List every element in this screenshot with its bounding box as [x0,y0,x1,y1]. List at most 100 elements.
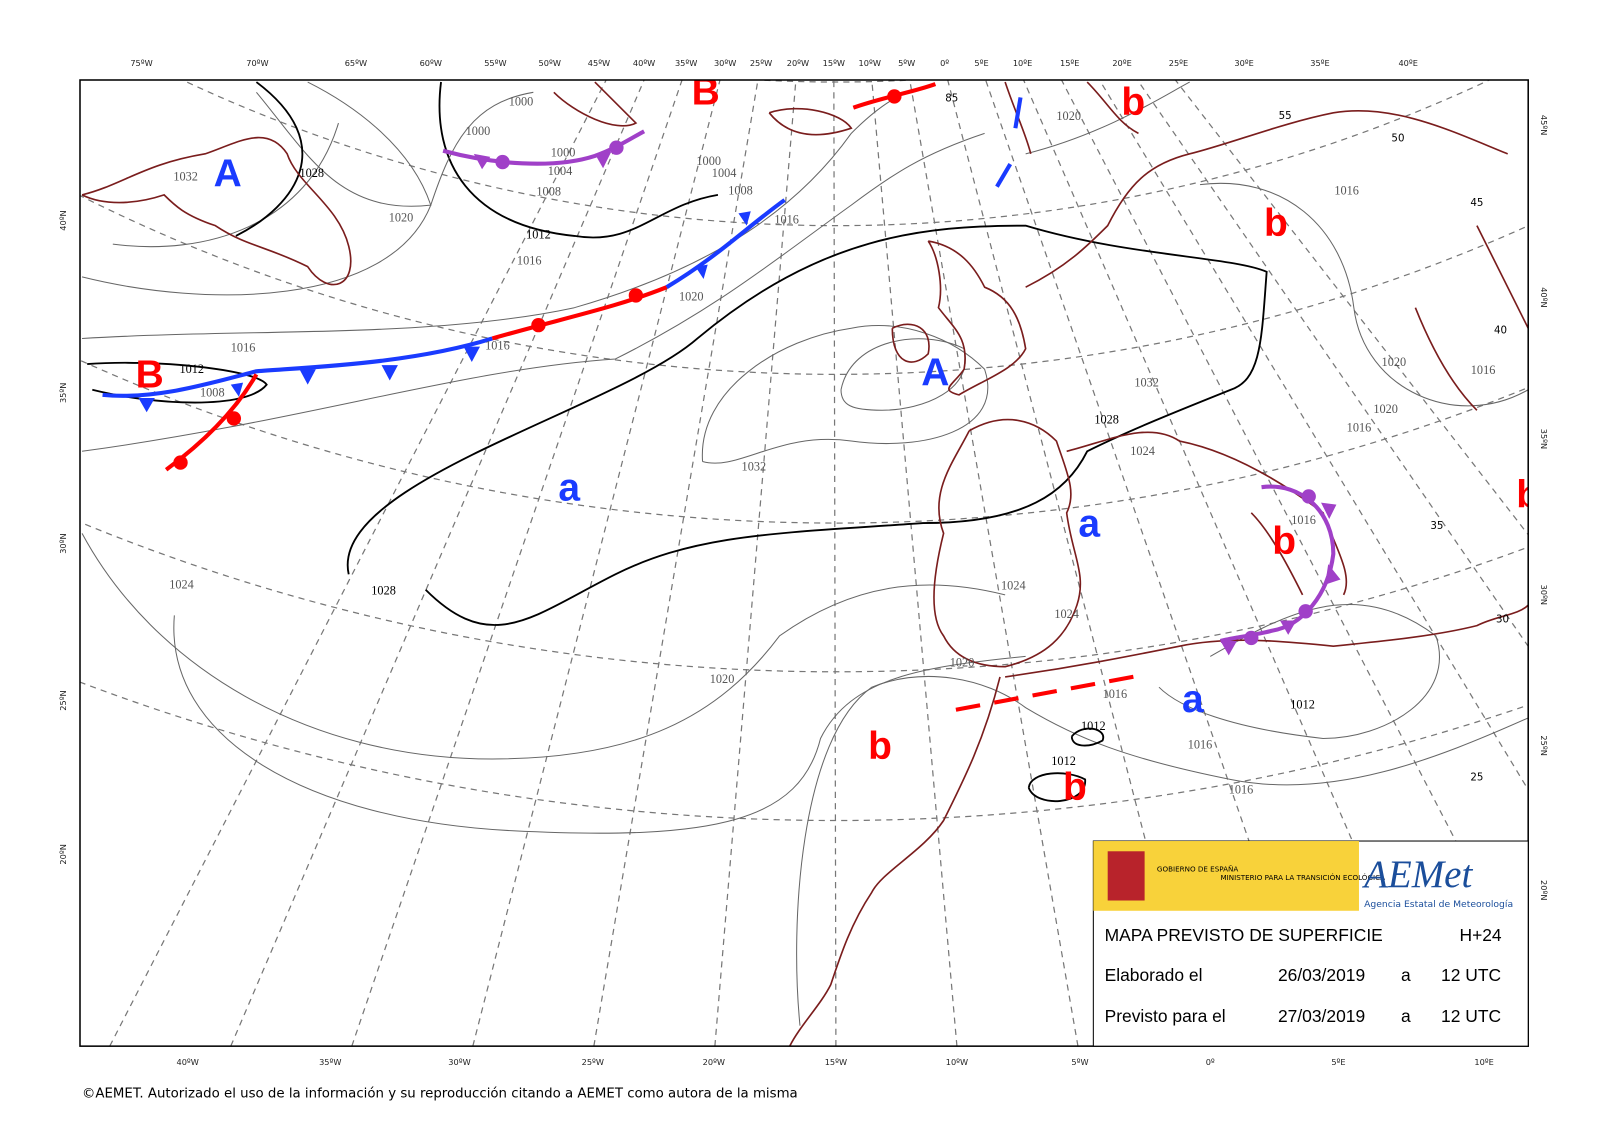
isobar-label: 1016 [485,338,510,352]
inner-latitude-label: 50 [1391,132,1404,144]
brand: AEMet [1361,853,1473,896]
isobar-label: 1016 [1334,184,1359,198]
left-latitude-label: 20ºN [58,844,68,864]
top-longitude-label: 10ºW [859,58,881,68]
isobar-label: 1016 [774,212,799,226]
pressure-center: A [921,352,949,395]
top-longitude-label: 60ºW [420,58,442,68]
isobar-label: 1020 [679,289,704,303]
info-cell: 26/03/2019 [1278,965,1365,985]
top-longitude-label: 30ºW [714,58,736,68]
isobar-label: 1012 [526,228,551,242]
meridian [230,80,645,1047]
pressure-center: B [136,354,164,397]
isobar-label: 1004 [548,164,573,178]
isobar-label: 1012 [179,362,204,376]
meridian [833,80,837,1047]
map-frame [79,79,1529,1047]
info-cell: 12 UTC [1441,1006,1501,1026]
pressure-center: a [1182,678,1204,721]
meridian [714,80,797,1047]
isobar-label: 1016 [1188,737,1213,751]
top-longitude-label: 0º [940,58,949,68]
meridian [947,80,1200,1047]
top-longitude-label: 55ºW [484,58,506,68]
isobar-label: 1024 [1001,578,1026,592]
top-longitude-label: 30ºE [1234,58,1253,68]
top-longitude-label: 70ºW [246,58,268,68]
parallel [80,520,1529,672]
info-cell: a [1401,1006,1411,1026]
isobar-label: 1020 [1373,402,1398,416]
parallel [182,80,1490,226]
isobar-label: 1020 [1056,109,1081,123]
isobar-label: 1016 [1291,513,1316,527]
top-longitude-label: 25ºE [1169,58,1188,68]
isobar-label: 1004 [712,166,737,180]
pressure-center: b [1516,474,1540,517]
inner-latitude-label: 30 [1496,613,1509,625]
isobar-label: 1000 [551,146,576,160]
right-latitude-label: 45ºN [1539,115,1549,135]
bottom-longitude-label: 5ºE [1331,1057,1345,1067]
isobar-label: 1024 [1054,607,1079,621]
bottom-longitude-label: 20ºW [703,1057,725,1067]
bottom-longitude-label: 25ºW [582,1057,604,1067]
isobar-label: 1000 [466,124,491,138]
meridian [109,80,607,1047]
meridian [909,80,1079,1047]
info-cell: 12 UTC [1441,965,1501,985]
info-cell: Previsto para el [1105,1006,1226,1026]
isobar-label: 1024 [169,577,194,591]
copyright: ©AEMET. Autorizado el uso de la informac… [82,1085,798,1101]
info-cell: 27/03/2019 [1278,1006,1365,1026]
top-longitude-label: 20ºW [787,58,809,68]
pressure-center: b [1121,81,1145,124]
top-longitude-label: 65ºW [345,58,367,68]
isobar-label: 1020 [950,655,975,669]
info-panel: GOBIERNO DE ESPAÑA MINISTERIO PARA LA TR… [1092,840,1529,1047]
info-rows: Elaborado el 26/03/2019 a 12 UTC Previsto pa… [1105,965,1501,1026]
map-labels: 1032 102810201012101610001000100010041008… [136,71,1540,809]
inner-latitude-label: 45 [1470,197,1483,209]
top-longitude-label: 10ºE [1013,58,1032,68]
parallel [80,681,1529,821]
agency-name: Agencia Estatal de Meteorología [1364,899,1513,910]
right-latitude-label: 40ºN [1539,287,1549,307]
isobar-label: 1016 [517,253,542,267]
pressure-center: b [868,725,892,768]
top-longitude-label: 45ºW [588,58,610,68]
isobar-label: 1016 [231,341,256,355]
graticule [80,80,1529,1047]
isobar-label: 1020 [710,672,735,686]
isobar-label: 1028 [1094,412,1119,426]
isobar-label: 1008 [200,386,225,400]
isobars [81,81,1529,1026]
bottom-longitude-label: 10ºE [1474,1057,1493,1067]
map-body: 1032 102810201012101610001000100010041008… [80,71,1540,1047]
pressure-center: b [1063,766,1087,809]
isobar-label: 1008 [536,185,561,199]
top-longitude-label: 40ºE [1398,58,1417,68]
meridian [1174,80,1529,536]
ministry-name: MINISTERIO PARA LA TRANSICIÓN ECOLÓGICA [1221,873,1386,882]
isobar-label: 1016 [1347,421,1372,435]
pressure-center: B [692,71,720,114]
pressure-center: a [1078,502,1100,545]
info-horizon: H+24 [1459,925,1501,945]
info-title: MAPA PREVISTO DE SUPERFICIE [1105,925,1383,945]
meridian [1098,80,1529,791]
meridian [472,80,721,1047]
inner-latitude-label: 40 [1494,324,1507,336]
isobar-label: 1028 [371,584,396,598]
info-cell: Elaborado el [1105,965,1203,985]
left-latitude-label: 30ºN [58,533,68,553]
top-longitude-label: 5ºW [898,58,915,68]
inner-latitude-label: 55 [1279,110,1292,122]
left-latitude-label: 40ºN [58,210,68,230]
bottom-longitude-label: 0º [1206,1057,1215,1067]
isobar-label: 1020 [1382,355,1407,369]
isobar-label: 1020 [389,210,414,224]
